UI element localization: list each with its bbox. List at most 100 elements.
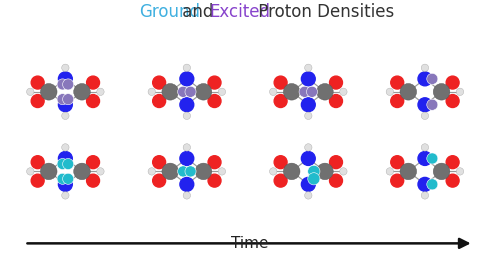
Circle shape: [40, 83, 57, 100]
Circle shape: [62, 79, 74, 90]
Circle shape: [421, 144, 428, 151]
Text: Ground: Ground: [140, 3, 200, 21]
Circle shape: [446, 76, 459, 89]
Text: Proton Densities: Proton Densities: [253, 3, 394, 21]
Circle shape: [308, 165, 320, 177]
Circle shape: [148, 168, 156, 175]
Circle shape: [218, 88, 226, 95]
Circle shape: [208, 76, 221, 89]
Circle shape: [208, 156, 221, 169]
Circle shape: [456, 168, 464, 175]
Circle shape: [148, 88, 156, 95]
Circle shape: [57, 79, 68, 90]
Circle shape: [304, 112, 312, 120]
Circle shape: [178, 86, 188, 97]
Circle shape: [62, 64, 69, 71]
Circle shape: [274, 174, 287, 187]
Circle shape: [274, 94, 287, 108]
Circle shape: [427, 179, 438, 190]
Circle shape: [274, 156, 287, 169]
Circle shape: [208, 174, 221, 187]
Circle shape: [74, 83, 90, 100]
Circle shape: [152, 156, 166, 169]
Circle shape: [308, 173, 320, 185]
Circle shape: [152, 174, 166, 187]
Circle shape: [421, 64, 428, 71]
Circle shape: [26, 168, 34, 175]
Circle shape: [195, 83, 212, 100]
Circle shape: [86, 174, 100, 187]
Circle shape: [96, 168, 104, 175]
Circle shape: [31, 94, 44, 108]
Circle shape: [180, 177, 194, 191]
Circle shape: [316, 163, 333, 180]
Circle shape: [40, 163, 57, 180]
Text: Time: Time: [231, 236, 269, 251]
Circle shape: [152, 94, 166, 108]
Circle shape: [162, 83, 178, 100]
Circle shape: [218, 168, 226, 175]
Circle shape: [185, 166, 196, 177]
Circle shape: [421, 112, 428, 120]
Circle shape: [446, 94, 459, 108]
Circle shape: [270, 168, 277, 175]
Circle shape: [302, 98, 315, 112]
Circle shape: [208, 94, 221, 108]
Circle shape: [391, 174, 404, 187]
Circle shape: [58, 98, 72, 112]
Circle shape: [86, 76, 100, 89]
Circle shape: [427, 73, 438, 84]
Circle shape: [446, 156, 459, 169]
Circle shape: [330, 174, 342, 187]
Circle shape: [446, 174, 459, 187]
Circle shape: [31, 174, 44, 187]
Circle shape: [304, 144, 312, 151]
Circle shape: [427, 99, 438, 110]
Circle shape: [302, 72, 315, 86]
Circle shape: [418, 98, 432, 112]
Circle shape: [330, 94, 342, 108]
Circle shape: [62, 144, 69, 151]
Circle shape: [180, 98, 194, 112]
Circle shape: [62, 173, 74, 184]
Circle shape: [62, 192, 69, 199]
Circle shape: [302, 152, 315, 165]
Circle shape: [391, 76, 404, 89]
Circle shape: [86, 94, 100, 108]
Circle shape: [26, 88, 34, 95]
Circle shape: [58, 72, 72, 86]
Circle shape: [58, 152, 72, 165]
Circle shape: [456, 88, 464, 95]
Circle shape: [391, 156, 404, 169]
Circle shape: [418, 152, 432, 165]
Circle shape: [340, 88, 347, 95]
Circle shape: [418, 72, 432, 86]
Circle shape: [330, 156, 342, 169]
Circle shape: [57, 158, 68, 169]
Circle shape: [306, 86, 318, 97]
Circle shape: [304, 192, 312, 199]
Circle shape: [183, 112, 190, 120]
Circle shape: [185, 86, 196, 97]
Circle shape: [96, 88, 104, 95]
Circle shape: [284, 163, 300, 180]
Circle shape: [316, 83, 333, 100]
Circle shape: [340, 168, 347, 175]
Circle shape: [421, 192, 428, 199]
Circle shape: [299, 86, 310, 97]
Circle shape: [183, 144, 190, 151]
Circle shape: [418, 177, 432, 191]
Circle shape: [400, 163, 416, 180]
Circle shape: [57, 94, 68, 105]
Circle shape: [62, 94, 74, 105]
Circle shape: [433, 163, 450, 180]
Circle shape: [58, 177, 72, 191]
Circle shape: [152, 76, 166, 89]
Circle shape: [74, 163, 90, 180]
Circle shape: [400, 83, 416, 100]
Circle shape: [330, 76, 342, 89]
Circle shape: [180, 152, 194, 165]
Circle shape: [427, 153, 438, 164]
Circle shape: [391, 94, 404, 108]
Circle shape: [31, 156, 44, 169]
